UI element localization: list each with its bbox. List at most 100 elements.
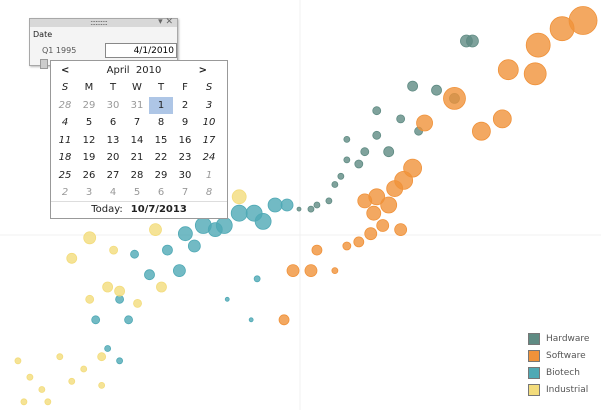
bubble-hardware[interactable]	[337, 172, 345, 180]
bubble-software[interactable]	[364, 227, 378, 241]
calendar-day[interactable]: 28	[130, 169, 144, 181]
bubble-software[interactable]	[549, 16, 575, 42]
calendar-day[interactable]: 9	[181, 117, 189, 129]
bubble-software[interactable]	[394, 223, 408, 237]
bubble-industrial[interactable]	[14, 357, 22, 365]
calendar-day[interactable]: 11	[58, 134, 72, 146]
bubble-biotech[interactable]	[224, 296, 230, 302]
bubble-software[interactable]	[443, 87, 466, 110]
bubble-industrial[interactable]	[44, 398, 52, 406]
bubble-hardware[interactable]	[343, 156, 351, 164]
calendar-day[interactable]: 29	[82, 99, 96, 111]
calendar-day[interactable]: 5	[85, 117, 93, 129]
calendar-day[interactable]: 8	[157, 117, 165, 129]
bubble-hardware[interactable]	[407, 80, 419, 92]
bubble-hardware[interactable]	[372, 130, 382, 140]
filter-title-bar[interactable]: :::::::::: ▾ ✕	[30, 17, 177, 27]
bubble-biotech[interactable]	[104, 345, 112, 352]
bubble-hardware[interactable]	[313, 201, 321, 209]
bubble-software[interactable]	[304, 264, 318, 278]
bubble-hardware[interactable]	[343, 135, 351, 143]
calendar-day[interactable]: 8	[205, 187, 213, 199]
bubble-biotech[interactable]	[230, 204, 248, 222]
calendar-day[interactable]: 21	[130, 152, 144, 164]
bubble-biotech[interactable]	[172, 264, 186, 278]
calendar-day[interactable]: 22	[154, 152, 168, 164]
bubble-hardware[interactable]	[307, 205, 315, 213]
calendar-day[interactable]: 30	[106, 99, 120, 111]
bubble-biotech[interactable]	[162, 244, 173, 256]
bubble-industrial[interactable]	[133, 298, 142, 308]
bubble-industrial[interactable]	[56, 353, 64, 361]
calendar-day[interactable]: 7	[181, 187, 189, 199]
bubble-industrial[interactable]	[68, 377, 76, 385]
next-month-icon[interactable]: >	[198, 64, 207, 76]
bubble-software[interactable]	[380, 196, 398, 214]
calendar-day[interactable]: 5	[133, 187, 141, 199]
bubble-biotech[interactable]	[116, 357, 123, 365]
calendar-day[interactable]: 13	[106, 134, 120, 146]
calendar-day[interactable]: 30	[178, 169, 192, 181]
bubble-biotech[interactable]	[253, 275, 261, 283]
bubble-biotech[interactable]	[267, 197, 283, 213]
calendar-day[interactable]: 4	[61, 117, 69, 129]
calendar-day[interactable]: 25	[58, 169, 72, 181]
bubble-software[interactable]	[366, 205, 382, 221]
bubble-hardware[interactable]	[372, 106, 382, 116]
calendar-day[interactable]: 28	[58, 99, 72, 111]
calendar-day[interactable]: 2	[61, 187, 69, 199]
bubble-hardware[interactable]	[383, 146, 395, 158]
calendar-day[interactable]: 6	[109, 117, 117, 129]
bubble-hardware[interactable]	[360, 147, 370, 157]
bubble-biotech[interactable]	[248, 317, 254, 323]
bubble-industrial[interactable]	[80, 365, 88, 373]
calendar-day[interactable]: 24	[202, 152, 216, 164]
bubble-hardware[interactable]	[466, 34, 479, 48]
bubble-software[interactable]	[331, 267, 339, 275]
calendar-day[interactable]: 10	[202, 117, 216, 129]
calendar-day[interactable]: 18	[58, 152, 72, 164]
bubble-biotech[interactable]	[207, 222, 223, 238]
prev-month-icon[interactable]: <	[61, 64, 70, 76]
calendar-day[interactable]: 14	[130, 134, 144, 146]
bubble-industrial[interactable]	[231, 189, 247, 205]
bubble-industrial[interactable]	[102, 281, 114, 293]
bubble-software[interactable]	[376, 219, 390, 232]
bubble-industrial[interactable]	[98, 381, 106, 389]
calendar-day[interactable]: 29	[154, 169, 168, 181]
calendar-day[interactable]: 7	[133, 117, 141, 129]
bubble-software[interactable]	[353, 236, 365, 248]
bubble-industrial[interactable]	[109, 245, 119, 255]
calendar-day[interactable]: 27	[106, 169, 120, 181]
calendar-day[interactable]: 6	[157, 187, 165, 199]
bubble-software[interactable]	[342, 241, 352, 251]
bubble-biotech[interactable]	[177, 226, 193, 242]
bubble-software[interactable]	[286, 264, 300, 278]
bubble-industrial[interactable]	[66, 252, 78, 264]
calendar-day[interactable]: 12	[82, 134, 96, 146]
bubble-biotech[interactable]	[187, 239, 201, 253]
calendar-day[interactable]: 3	[205, 99, 213, 111]
bubble-biotech[interactable]	[144, 269, 155, 281]
calendar-day[interactable]: 15	[154, 134, 168, 146]
bubble-industrial[interactable]	[20, 398, 28, 406]
bubble-biotech[interactable]	[124, 315, 133, 325]
bubble-software[interactable]	[278, 314, 290, 326]
calendar-day[interactable]: 23	[178, 152, 192, 164]
dropdown-close-icons[interactable]: ▾ ✕	[158, 17, 173, 27]
calendar-day[interactable]: 26	[82, 169, 96, 181]
calendar-day[interactable]: 16	[178, 134, 192, 146]
bubble-biotech[interactable]	[91, 315, 101, 325]
bubble-software[interactable]	[497, 59, 519, 81]
calendar-day[interactable]: 17	[202, 134, 216, 146]
bubble-software[interactable]	[386, 180, 404, 198]
bubble-hardware[interactable]	[325, 197, 333, 205]
calendar-day[interactable]: 4	[109, 187, 117, 199]
bubble-industrial[interactable]	[97, 352, 107, 362]
calendar-day[interactable]: 19	[82, 152, 96, 164]
bubble-industrial[interactable]	[83, 231, 97, 245]
bubble-hardware[interactable]	[396, 114, 406, 124]
legend-item[interactable]: Industrial	[528, 381, 589, 398]
bubble-hardware[interactable]	[331, 181, 339, 188]
bubble-hardware[interactable]	[354, 159, 364, 169]
